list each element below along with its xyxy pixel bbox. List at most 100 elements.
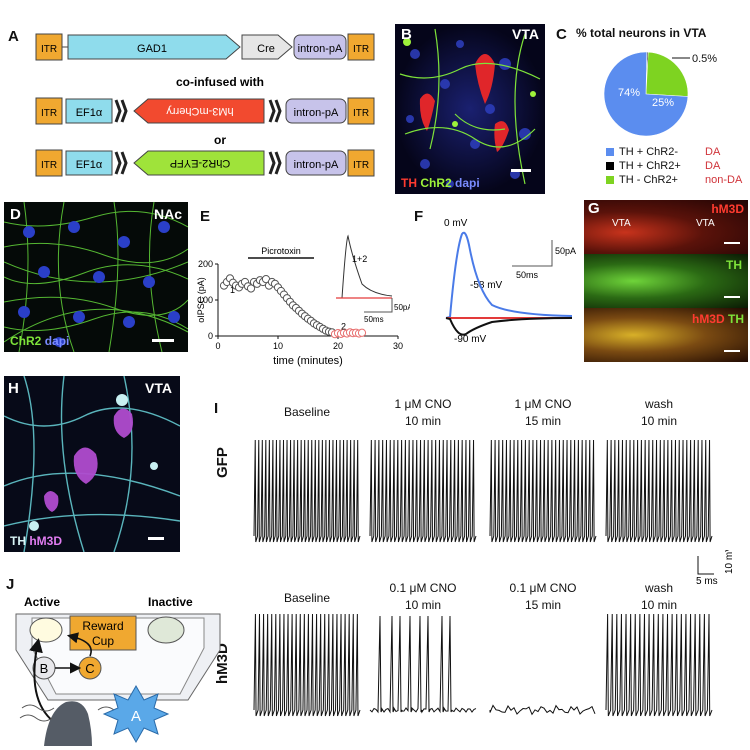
trace-90mv-label: -90 mV (454, 334, 487, 345)
panel-h-micrograph: H VTA TH hM3D (4, 376, 180, 552)
point-label-2: 2 (341, 322, 346, 332)
panel-label-a: A (8, 28, 19, 45)
legend-swatch (606, 176, 614, 184)
x-tick-label: 30 (393, 341, 403, 351)
panel-b-art (395, 24, 545, 194)
gfp-trace (605, 439, 713, 543)
panel-i-scale-bar: 5 ms 10 mV (696, 550, 735, 586)
trace-90mv (445, 317, 573, 336)
legend-label: TH - ChR2+ (619, 174, 678, 186)
hm3d-condition-label: 0.1 μM CNO 10 min (389, 581, 457, 612)
panel-b-micrograph: B VTA TH ChR2 dapi (395, 24, 545, 194)
panel-d-stain-legend: ChR2 dapi (10, 334, 70, 348)
or-text: or (214, 133, 226, 147)
panel-label-h: H (8, 380, 19, 397)
panel-f-traces: 0 mV -58 mV -90 mV 50pA 50ms (444, 218, 576, 345)
pie-slice (603, 51, 689, 137)
gfp-condition-label: 1 μM CNO 15 min (514, 397, 572, 428)
panel-d-micrograph: D NAc ChR2 dapi (4, 202, 188, 352)
svg-text:50ms: 50ms (364, 315, 384, 324)
svg-text:C: C (85, 661, 94, 676)
f-scale-bar (512, 240, 553, 267)
row1-intron: intron-pA (298, 43, 343, 55)
y-tick-label: 200 (198, 259, 213, 269)
svg-text:Reward: Reward (82, 619, 123, 633)
x-tick-label: 0 (215, 341, 220, 351)
svg-text:ITR: ITR (353, 108, 369, 119)
panel-c-pie-chart: 74% 25% 0.5% (603, 51, 717, 137)
pie-legend-item: TH + ChR2- DA (606, 146, 720, 158)
svg-text:10 mV: 10 mV (724, 550, 735, 574)
panel-g-micrograph: G hM3D VTA VTA TH hM3D TH (584, 200, 748, 362)
active-nosepoke (29, 617, 63, 643)
x-tick-label: 20 (333, 341, 343, 351)
svg-text:intron-pA: intron-pA (294, 107, 339, 119)
hm3d-trace (369, 615, 477, 714)
trace-0mv (445, 231, 573, 319)
scale-bar (152, 339, 174, 342)
reward-cup (69, 615, 137, 651)
pie-label-th-neg-chr2-pos: 25% (652, 97, 674, 109)
svg-text:5 ms: 5 ms (696, 576, 718, 586)
scale-bar (148, 537, 164, 540)
panel-label-i: I (214, 400, 219, 417)
drug-label: Picrotoxin (261, 246, 301, 256)
data-point (357, 328, 367, 337)
hm3d-trace (489, 704, 596, 716)
panel-d-art (4, 202, 188, 352)
row2-hm3-mcherry: hM3-mCherry (166, 105, 234, 117)
panel-e-chart: 0 10 20 30 0 100 200 time (minutes) oIPSC (pA) Pi… (196, 234, 410, 367)
svg-text:50pA: 50pA (394, 303, 410, 312)
svg-text:50ms: 50ms (516, 270, 539, 280)
svg-text:intron-pA: intron-pA (294, 159, 339, 171)
g-th-label: TH (726, 258, 742, 272)
hm3d-trace (253, 613, 361, 717)
svg-text:A: A (131, 708, 141, 725)
construct-row-2: ITR EF1α hM3-mCherry intron-pA ITR (35, 97, 375, 125)
panel-h-region: VTA (145, 380, 172, 396)
panel-a-constructs: ITR GAD1 Cre intron-pA ITR co-infused wi… (35, 33, 375, 177)
panel-label-f: F (414, 208, 424, 225)
coinfused-text: co-infused with (176, 75, 264, 89)
gfp-trace (253, 439, 361, 543)
hm3d-trace (605, 613, 713, 717)
y-axis-label: oIPSC (pA) (196, 277, 206, 323)
panel-g-hm3d-image (584, 200, 748, 254)
legend-swatch (606, 162, 614, 170)
pie-legend-item: TH - ChR2+ non-DA (606, 174, 742, 186)
svg-text:B: B (40, 661, 49, 676)
inactive-label: Inactive (148, 595, 193, 609)
panel-label-c: C (556, 26, 567, 43)
construct-row-1: ITR GAD1 Cre intron-pA ITR (35, 33, 375, 61)
g-hm3d-label: hM3D (711, 202, 744, 216)
pie-slice (645, 51, 689, 97)
gfp-condition-label: Baseline (283, 405, 331, 419)
panel-label-g: G (588, 200, 600, 217)
g-vta-right: VTA (696, 218, 715, 229)
row1-itr-left: ITR (41, 44, 57, 55)
legend-label: TH + ChR2- (619, 146, 678, 158)
svg-text:ITR: ITR (41, 160, 57, 171)
hm3d-condition-label: wash 10 min (640, 581, 678, 612)
panel-h-art (4, 376, 180, 552)
inactive-nosepoke (147, 616, 185, 644)
legend-class: non-DA (705, 174, 743, 186)
row1-cre: Cre (257, 43, 275, 55)
g-vta-left: VTA (612, 218, 631, 229)
panel-i-traces (253, 439, 713, 717)
pie-title: % total neurons in VTA (576, 26, 707, 40)
panel-h-stain-legend: TH hM3D (10, 534, 63, 548)
legend-class: DA (705, 160, 721, 172)
hm3d-condition-label: 0.1 μM CNO 15 min (509, 581, 577, 612)
x-tick-label: 10 (273, 341, 283, 351)
construct-row-3: ITR EF1α ChR2-EYFP intron-pA ITR (35, 149, 375, 177)
trace-0mv-label: 0 mV (444, 218, 468, 229)
x-axis-label: time (minutes) (273, 355, 343, 367)
g-merge-label: hM3D TH (691, 312, 744, 326)
svg-text:ITR: ITR (353, 160, 369, 171)
svg-text:ITR: ITR (41, 108, 57, 119)
panel-d-region: NAc (153, 206, 182, 222)
y-tick-label: 100 (198, 295, 213, 305)
gfp-row-label: GFP (214, 447, 231, 478)
trace-58mv-label: -58 mV (470, 280, 503, 291)
